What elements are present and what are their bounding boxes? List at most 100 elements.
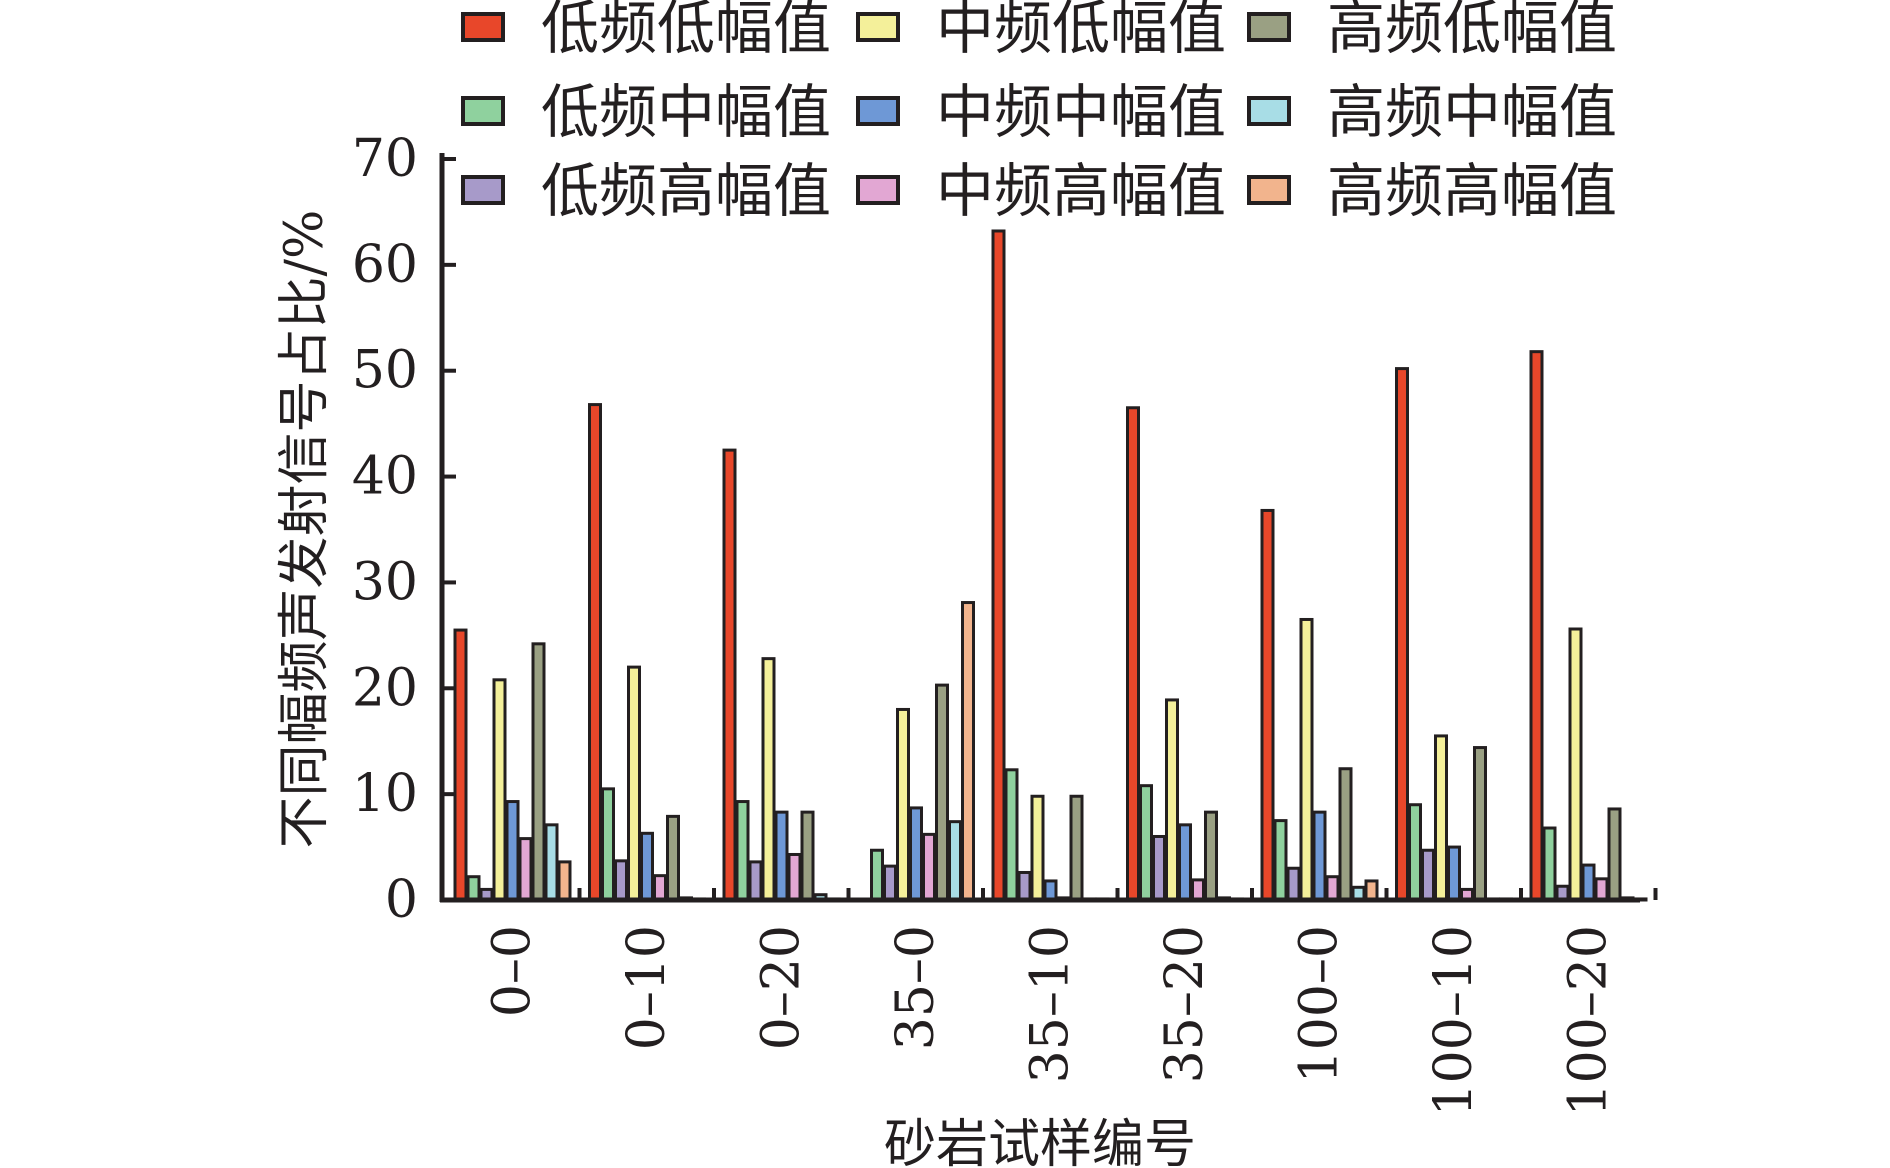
- bar: [627, 665, 641, 902]
- legend-swatch: [461, 12, 505, 42]
- legend-label: 高频中幅值: [1327, 78, 1617, 146]
- y-tick-label: 0: [385, 870, 418, 930]
- bar: [466, 875, 481, 902]
- bar: [774, 810, 789, 902]
- y-tick-label: 60: [352, 235, 418, 295]
- bar: [883, 864, 897, 902]
- y-ticks: 0 10 20 30 40 50 60 70: [352, 129, 456, 930]
- bar: [922, 832, 936, 902]
- bar: [518, 837, 533, 902]
- legend-label: 高频低幅值: [1327, 0, 1617, 62]
- bar: [588, 403, 602, 902]
- bar: [653, 874, 667, 902]
- bar: [1473, 746, 1487, 902]
- bar: [1273, 819, 1288, 902]
- bar: [1030, 794, 1045, 902]
- legend-swatch: [461, 96, 505, 126]
- bar: [1529, 350, 1544, 902]
- bar: [948, 820, 962, 902]
- bar: [1312, 810, 1327, 902]
- x-ticks: 0–0 0–10 0–20 35–0 35–10 35–20 100–0 100–10 100–…: [483, 888, 1658, 1116]
- legend-swatch: [856, 96, 900, 126]
- legend-swatch: [856, 12, 900, 42]
- bar: [492, 678, 507, 902]
- x-tick-label: 35–10: [1021, 925, 1081, 1083]
- legend-swatch: [1247, 175, 1291, 205]
- bar: [640, 831, 654, 902]
- bar: [1017, 870, 1032, 902]
- x-tick-label: 35–20: [1155, 925, 1215, 1083]
- bar: [557, 860, 572, 902]
- bar: [505, 800, 520, 902]
- x-tick-label: 0–20: [752, 925, 812, 1050]
- bar: [735, 800, 750, 902]
- bar: [748, 860, 763, 902]
- bar: [544, 823, 559, 902]
- legend-label: 中频低幅值: [936, 0, 1226, 62]
- legend-label: 中频中幅值: [936, 78, 1226, 146]
- legend-swatch: [1247, 96, 1291, 126]
- x-axis-title: 砂岩试样编号: [884, 1115, 1196, 1168]
- y-tick-label: 10: [352, 764, 418, 824]
- legend-swatch: [856, 175, 900, 205]
- bar: [761, 657, 776, 902]
- y-tick-label: 30: [352, 552, 418, 612]
- bar: [935, 683, 949, 902]
- bar: [614, 859, 628, 902]
- bar: [1165, 698, 1179, 902]
- bar: [1434, 734, 1448, 902]
- bar-layer: [453, 229, 1648, 902]
- bar: [1408, 803, 1422, 902]
- bar: [1191, 878, 1205, 902]
- bar: [601, 787, 615, 902]
- bar: [1286, 866, 1301, 902]
- bar: [1421, 848, 1435, 902]
- x-tick-label: 0–10: [617, 925, 677, 1050]
- bar: [991, 229, 1006, 902]
- bar: [1004, 768, 1019, 902]
- bar: [1325, 875, 1340, 902]
- bar: [1395, 367, 1409, 902]
- bar: [1260, 508, 1275, 902]
- y-tick-label: 20: [352, 658, 418, 718]
- bar: [1568, 627, 1583, 902]
- bar: [896, 707, 910, 902]
- bar: [1069, 794, 1084, 902]
- bar: [1364, 879, 1379, 902]
- x-tick-label: 100–20: [1559, 925, 1619, 1116]
- bar: [800, 810, 815, 902]
- x-tick-label: 0–0: [483, 925, 543, 1017]
- legend-label: 低频高幅值: [541, 157, 831, 225]
- axis-layer: [439, 153, 1640, 903]
- bar: [1338, 767, 1353, 902]
- bar: [453, 628, 468, 902]
- legend-label: 高频高幅值: [1327, 157, 1617, 225]
- bar: [1299, 617, 1314, 902]
- bar: [1043, 879, 1058, 902]
- y-tick-label: 70: [352, 129, 418, 189]
- y-axis-title: 不同幅频声发射信号占比/%: [275, 210, 335, 849]
- y-tick-label: 50: [352, 341, 418, 401]
- legend-swatch: [1247, 12, 1291, 42]
- bar: [1607, 807, 1622, 902]
- x-tick-label: 100–10: [1424, 925, 1484, 1116]
- bar: [870, 848, 884, 902]
- bar: [909, 806, 923, 902]
- legend-label: 中频高幅值: [936, 157, 1226, 225]
- bar: [1152, 834, 1166, 902]
- bar: [531, 642, 546, 902]
- bar: [961, 601, 975, 902]
- legend-swatch: [461, 175, 505, 205]
- bar: [1139, 784, 1153, 902]
- bar: [666, 814, 680, 902]
- x-tick-label: 100–0: [1290, 925, 1350, 1083]
- bar: [1594, 877, 1609, 902]
- bar: [787, 852, 802, 902]
- legend-label: 低频低幅值: [541, 0, 831, 62]
- bar: [1542, 826, 1557, 902]
- bar: [722, 448, 737, 902]
- bar: [1178, 823, 1192, 902]
- y-tick-label: 40: [352, 447, 418, 507]
